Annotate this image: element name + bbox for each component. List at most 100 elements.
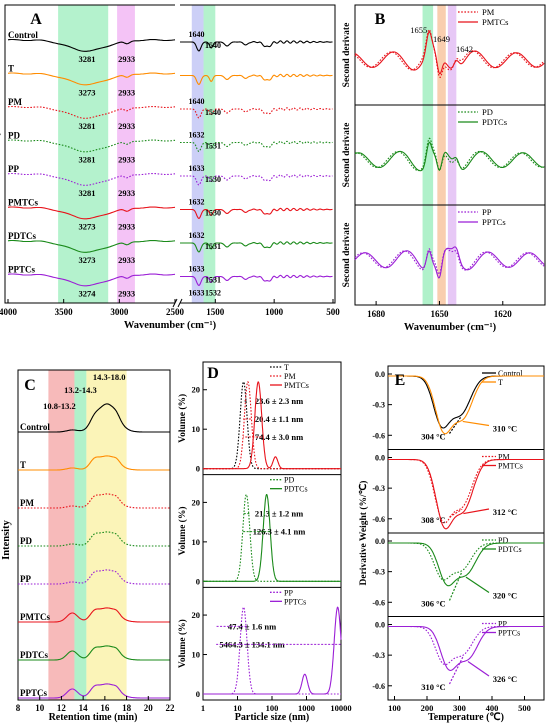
- legend-label: PPTCs: [284, 597, 306, 606]
- peak-label: 1633: [188, 164, 204, 173]
- x-tick-label: 1680: [367, 309, 386, 319]
- panel-a-frame: [4, 4, 336, 304]
- y-axis-label: Derivative Weight (%/℃): [358, 481, 369, 586]
- legend-label: PMTCs: [284, 381, 309, 390]
- y-tick-label: 20: [192, 385, 201, 395]
- peak-arrow: [462, 420, 490, 427]
- x-tick-label: 1650: [430, 309, 449, 319]
- peak-label: 1531: [205, 242, 221, 251]
- series-line-PP-right: [180, 174, 333, 186]
- axis-break-gap: [175, 3, 180, 305]
- x-tick-label: 10: [233, 703, 242, 713]
- series-line-PP: [388, 625, 544, 666]
- panel-letter: A: [30, 11, 42, 28]
- legend-label: PP: [482, 207, 492, 217]
- series-line-PDTCs: [18, 645, 170, 661]
- series-line-Control-right: [180, 40, 333, 52]
- x-tick-label: 10: [35, 703, 45, 713]
- y-tick-label: 10: [192, 650, 201, 660]
- series-line-PD-right: [180, 140, 333, 152]
- legend-label: PM: [498, 453, 510, 462]
- series-name: Control: [20, 422, 50, 432]
- panel-b-frame: [354, 4, 546, 306]
- y-tick-label: 0.0: [375, 537, 385, 546]
- x-axis-label: Retention time (min): [49, 712, 138, 723]
- peak-label: 2933: [118, 54, 135, 64]
- peak-label: 308 °C: [421, 515, 445, 525]
- size-annotation: 20.4 ± 1.1 nm: [255, 414, 303, 424]
- series-name: PMTCs: [8, 198, 38, 208]
- peak-label: 310 °C: [493, 424, 517, 434]
- x-tick-label: 400: [486, 703, 499, 713]
- y-axis-label: Intensity: [0, 129, 1, 169]
- y-tick-label: 10: [192, 424, 201, 434]
- peak-arrow: [448, 572, 463, 601]
- series-name: PM: [8, 97, 22, 107]
- x-tick-label: 14: [79, 703, 89, 713]
- y-tick-label: 20: [192, 610, 201, 620]
- series-line-PDTCs: [203, 494, 341, 582]
- peak-label: 1540: [205, 108, 221, 117]
- series-line-PP: [354, 247, 545, 275]
- peak-label: 1531: [205, 142, 221, 151]
- shaded-region: [86, 370, 127, 700]
- series-name: PD: [20, 536, 32, 546]
- x-axis-label: Wavenumber (cm⁻¹): [404, 322, 497, 333]
- series-line-PPTCs-left: [7, 273, 176, 287]
- series-line-Control: [18, 403, 170, 433]
- x-tick-label: 4000: [0, 307, 18, 317]
- y-tick-label: 0.0: [375, 370, 385, 379]
- axis-break-mark: [177, 298, 183, 308]
- peak-arrow: [465, 576, 490, 593]
- x-tick-label: 10000: [330, 703, 351, 713]
- size-annotation: 21.3 ± 1.2 nm: [255, 509, 303, 519]
- y-tick-label: -0.6: [372, 515, 385, 524]
- peak-arrow: [467, 660, 490, 677]
- x-tick-label: 3500: [55, 307, 74, 317]
- peak-label: 326 °C: [493, 674, 517, 684]
- x-tick-label: 16: [100, 703, 110, 713]
- peak-label: 2933: [118, 222, 135, 232]
- panel-c: 10.8-13.2 13.2-14.3 14.3-18.0 Control T PM PD P…: [1, 369, 175, 723]
- legend-label: PDTCs: [284, 485, 308, 494]
- peak-label: 2933: [118, 255, 135, 265]
- series-line-PMTCs: [203, 381, 341, 470]
- series-name: PPTCs: [8, 265, 35, 275]
- series-line-PPTCs-right: [180, 274, 333, 286]
- x-tick-label: 100: [266, 703, 279, 713]
- peak-label: 1632: [188, 198, 204, 207]
- x-tick-label: 1500: [206, 307, 225, 317]
- series-line-T: [388, 375, 544, 435]
- peak-arrow: [463, 508, 490, 515]
- series-line-PPTCs: [203, 606, 342, 695]
- series-name: PMTCs: [20, 612, 50, 622]
- series-line-PDTCs: [354, 141, 545, 172]
- y-axis-label: Second derivate: [342, 123, 352, 188]
- peak-label: 3281: [79, 121, 96, 131]
- peak-label: 320 °C: [493, 591, 517, 601]
- peak-label: 1632: [188, 131, 204, 140]
- region-label: 13.2-14.3: [64, 385, 97, 395]
- panel-letter: B: [375, 11, 386, 28]
- series-line-PD: [18, 531, 170, 547]
- y-tick-label: 10: [192, 537, 201, 547]
- y-tick-label: -0.3: [372, 568, 385, 577]
- series-line-PM: [18, 493, 170, 509]
- y-tick-label: 0.0: [375, 454, 385, 463]
- series-line-PDTCs-right: [180, 241, 333, 253]
- series-line-Control: [388, 375, 544, 429]
- peak-label: 3281: [79, 188, 96, 198]
- legend-label: Control: [498, 369, 523, 378]
- series-line-PPTCs: [388, 625, 544, 671]
- series-name: T: [20, 460, 26, 470]
- series-name: PM: [20, 498, 34, 508]
- peak-label: 1531: [205, 276, 221, 285]
- x-tick-label: 8: [16, 703, 21, 713]
- panel-letter: C: [24, 377, 36, 394]
- peak-label: 2933: [118, 289, 135, 299]
- peak-label: 3281: [79, 54, 96, 64]
- peak-label: 1633: [188, 289, 204, 298]
- y-tick-label: -0.6: [372, 682, 385, 691]
